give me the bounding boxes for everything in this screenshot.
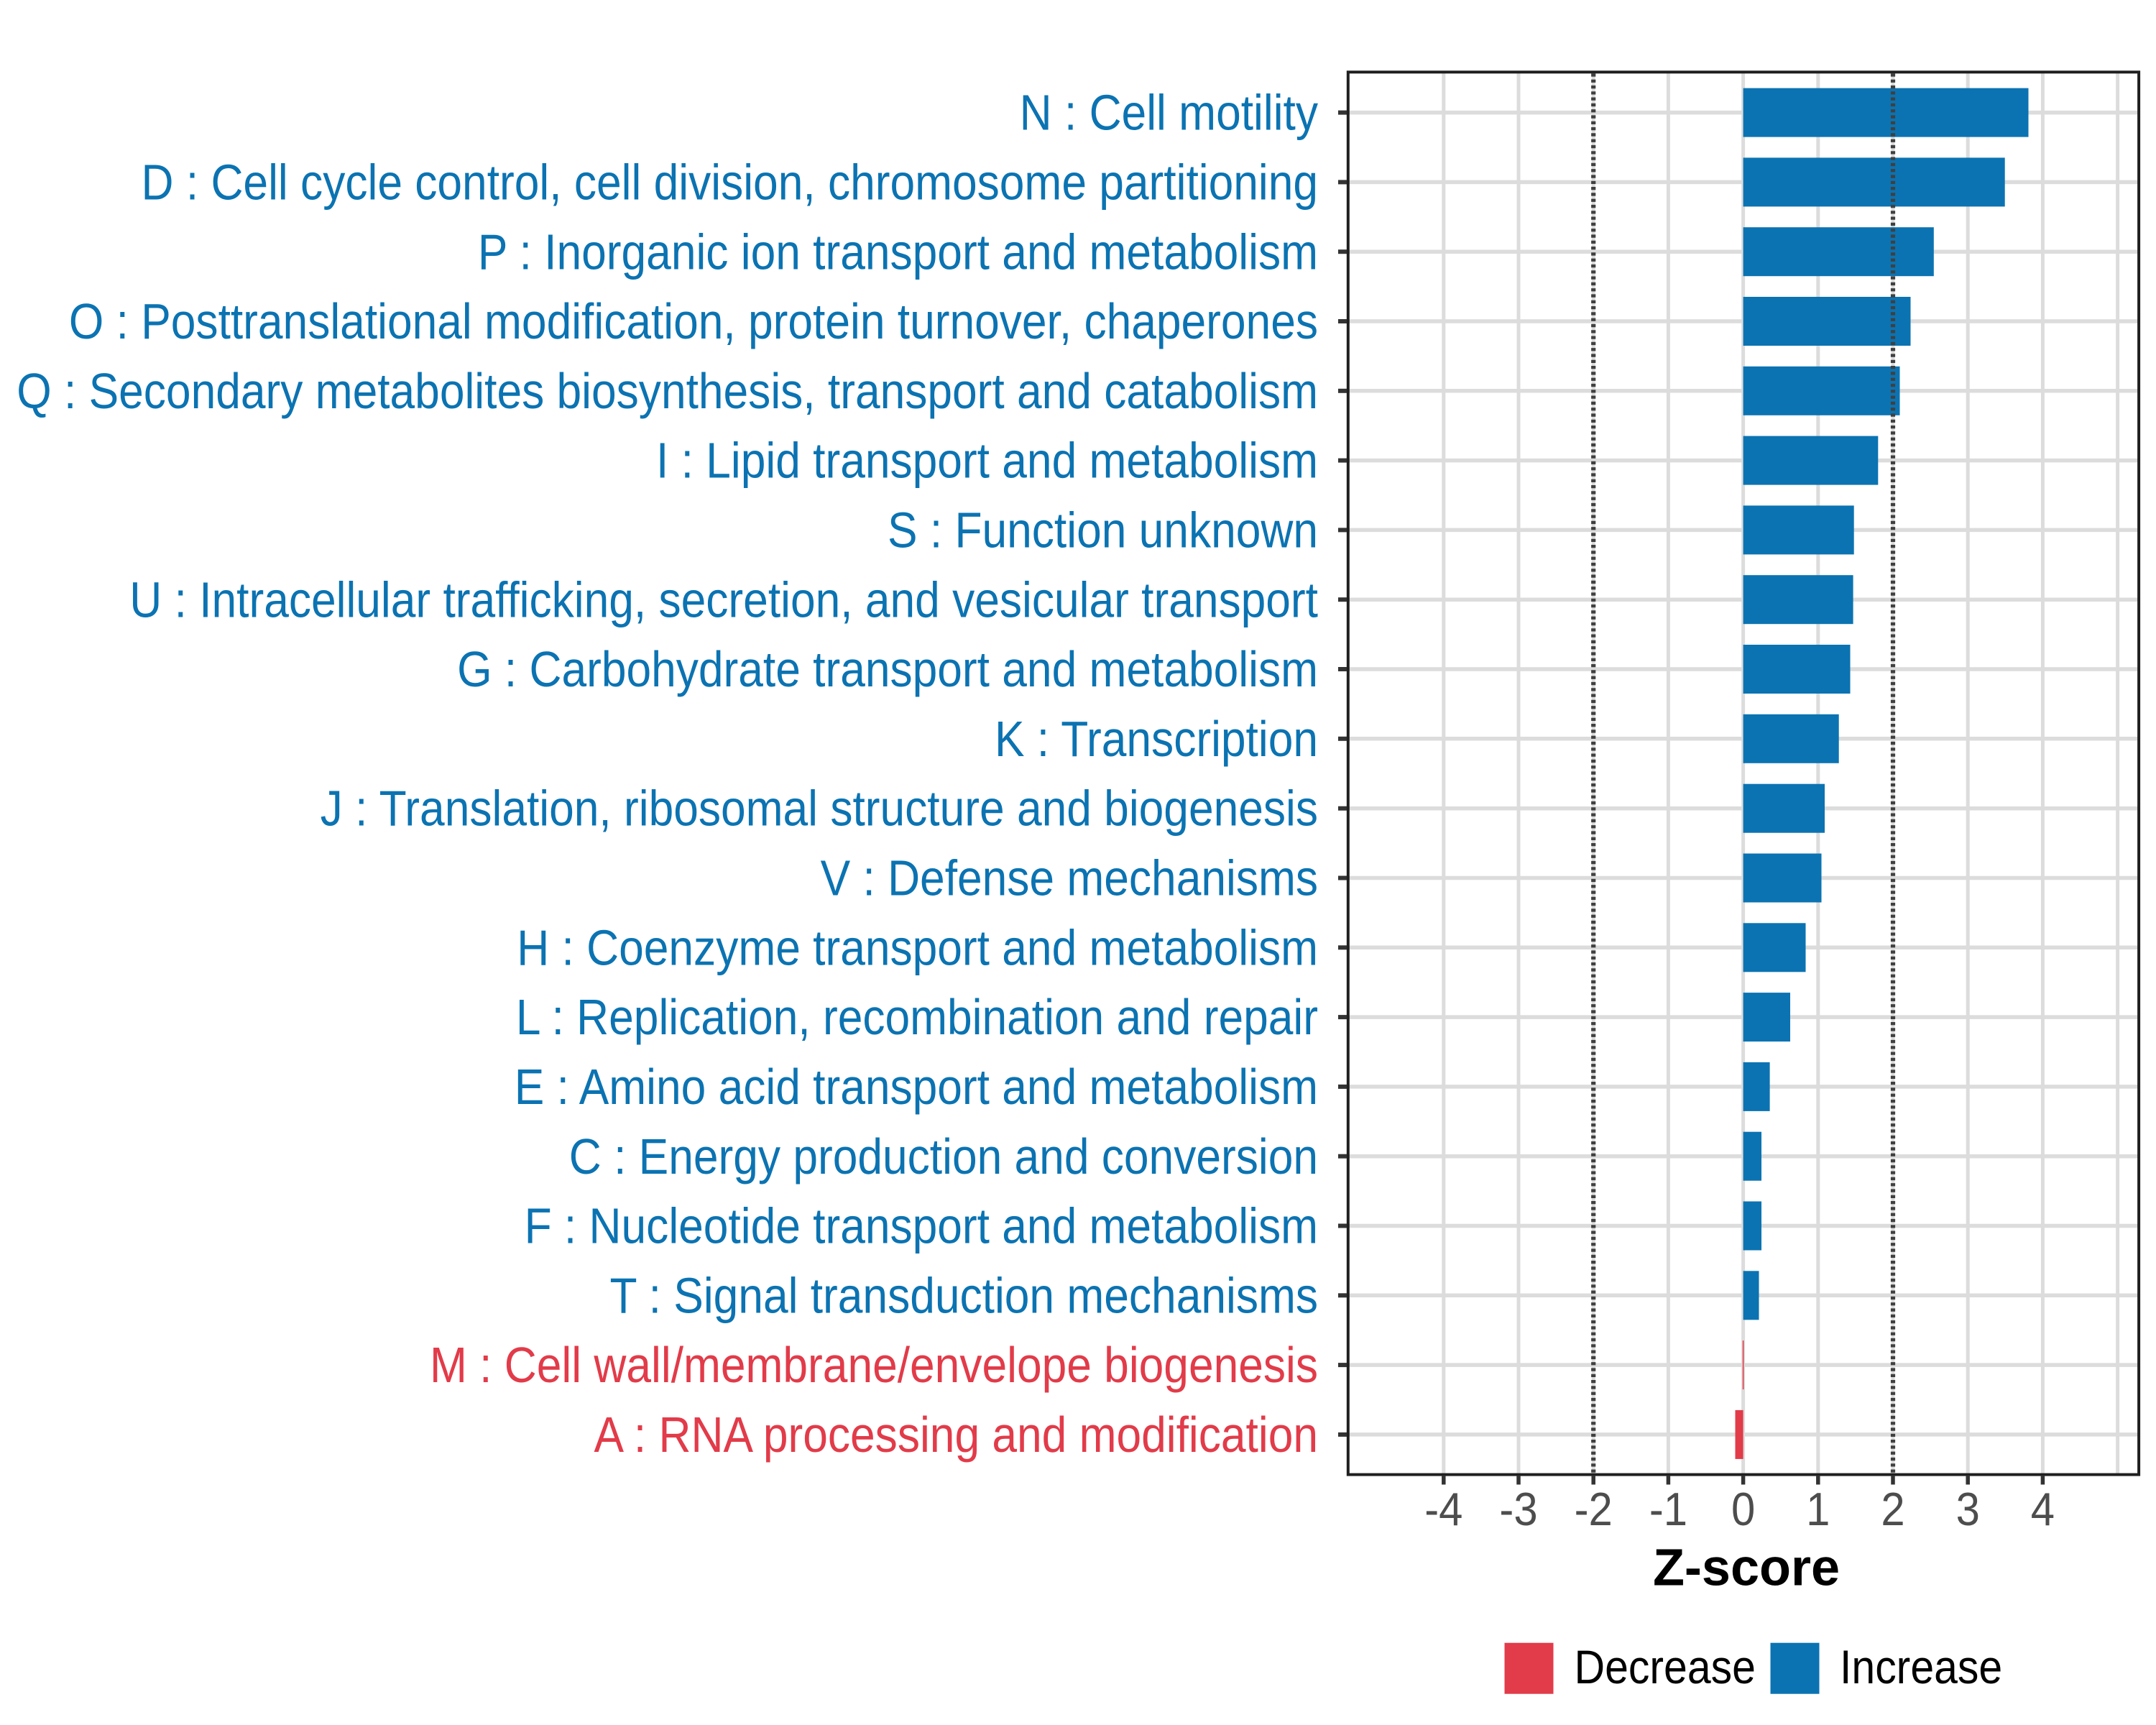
- svg-text:H : Coenzyme transport and met: H : Coenzyme transport and metabolism: [517, 920, 1318, 976]
- svg-text:L : Replication, recombination: L : Replication, recombination and repai…: [516, 990, 1318, 1046]
- svg-text:I : Lipid transport and metabo: I : Lipid transport and metabolism: [656, 433, 1318, 489]
- svg-text:-1: -1: [1649, 1484, 1687, 1536]
- svg-text:-3: -3: [1499, 1484, 1537, 1536]
- svg-text:S : Function unknown: S : Function unknown: [888, 502, 1318, 558]
- svg-text:E : Amino acid transport and m: E : Amino acid transport and metabolism: [515, 1059, 1318, 1116]
- svg-text:G : Carbohydrate transport and: G : Carbohydrate transport and metabolis…: [457, 642, 1318, 698]
- svg-text:C : Energy production and conv: C : Energy production and conversion: [569, 1128, 1318, 1184]
- svg-text:Z-score: Z-score: [1653, 1540, 1840, 1597]
- svg-text:K : Transcription: K : Transcription: [995, 712, 1318, 768]
- svg-text:J : Translation, ribosomal str: J : Translation, ribosomal structure and…: [321, 781, 1318, 837]
- svg-text:F : Nucleotide transport and m: F : Nucleotide transport and metabolism: [525, 1198, 1318, 1254]
- svg-text:Q : Secondary metabolites bios: Q : Secondary metabolites biosynthesis, …: [17, 364, 1318, 420]
- svg-text:V : Defense mechanisms: V : Defense mechanisms: [821, 850, 1318, 906]
- svg-text:1: 1: [1806, 1484, 1830, 1536]
- svg-text:3: 3: [1956, 1484, 1980, 1536]
- svg-text:-4: -4: [1424, 1484, 1462, 1536]
- svg-text:A : RNA processing and modific: A : RNA processing and modification: [594, 1407, 1318, 1463]
- svg-text:P : Inorganic ion transport an: P : Inorganic ion transport and metaboli…: [478, 224, 1318, 280]
- svg-text:O : Posttranslational modifica: O : Posttranslational modification, prot…: [69, 294, 1318, 350]
- svg-text:-2: -2: [1575, 1484, 1613, 1536]
- svg-text:U : Intracellular trafficking,: U : Intracellular trafficking, secretion…: [129, 572, 1318, 628]
- svg-text:Decrease: Decrease: [1575, 1641, 1756, 1694]
- svg-text:D : Cell cycle control, cell d: D : Cell cycle control, cell division, c…: [142, 155, 1318, 211]
- svg-text:2: 2: [1881, 1484, 1904, 1536]
- svg-text:4: 4: [2031, 1484, 2055, 1536]
- svg-text:M : Cell wall/membrane/envelop: M : Cell wall/membrane/envelope biogenes…: [430, 1338, 1318, 1394]
- svg-text:T : Signal transduction mechan: T : Signal transduction mechanisms: [609, 1268, 1318, 1324]
- svg-text:0: 0: [1731, 1484, 1755, 1536]
- svg-text:Increase: Increase: [1840, 1641, 2002, 1694]
- svg-text:N : Cell motility: N : Cell motility: [1020, 85, 1318, 141]
